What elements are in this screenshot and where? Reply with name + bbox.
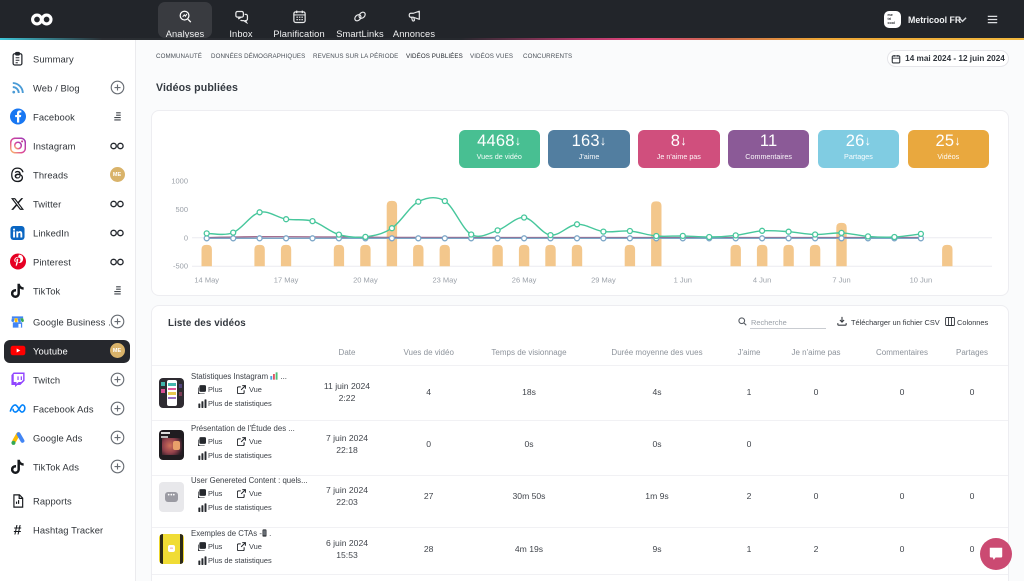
svg-text:0: 0 (184, 233, 188, 242)
svg-text:7 Jun: 7 Jun (832, 276, 850, 285)
svg-text:20 May: 20 May (353, 276, 378, 285)
svg-text:500: 500 (175, 205, 188, 214)
svg-text:4 Jun: 4 Jun (753, 276, 771, 285)
svg-text:10 Jun: 10 Jun (910, 276, 933, 285)
svg-text:-500: -500 (173, 262, 188, 271)
svg-text:1 Jun: 1 Jun (674, 276, 692, 285)
svg-text:1000: 1000 (171, 177, 188, 186)
svg-text:26 May: 26 May (512, 276, 537, 285)
svg-text:17 May: 17 May (274, 276, 299, 285)
svg-text:29 May: 29 May (591, 276, 616, 285)
svg-text:23 May: 23 May (432, 276, 457, 285)
svg-text:14 May: 14 May (194, 276, 219, 285)
